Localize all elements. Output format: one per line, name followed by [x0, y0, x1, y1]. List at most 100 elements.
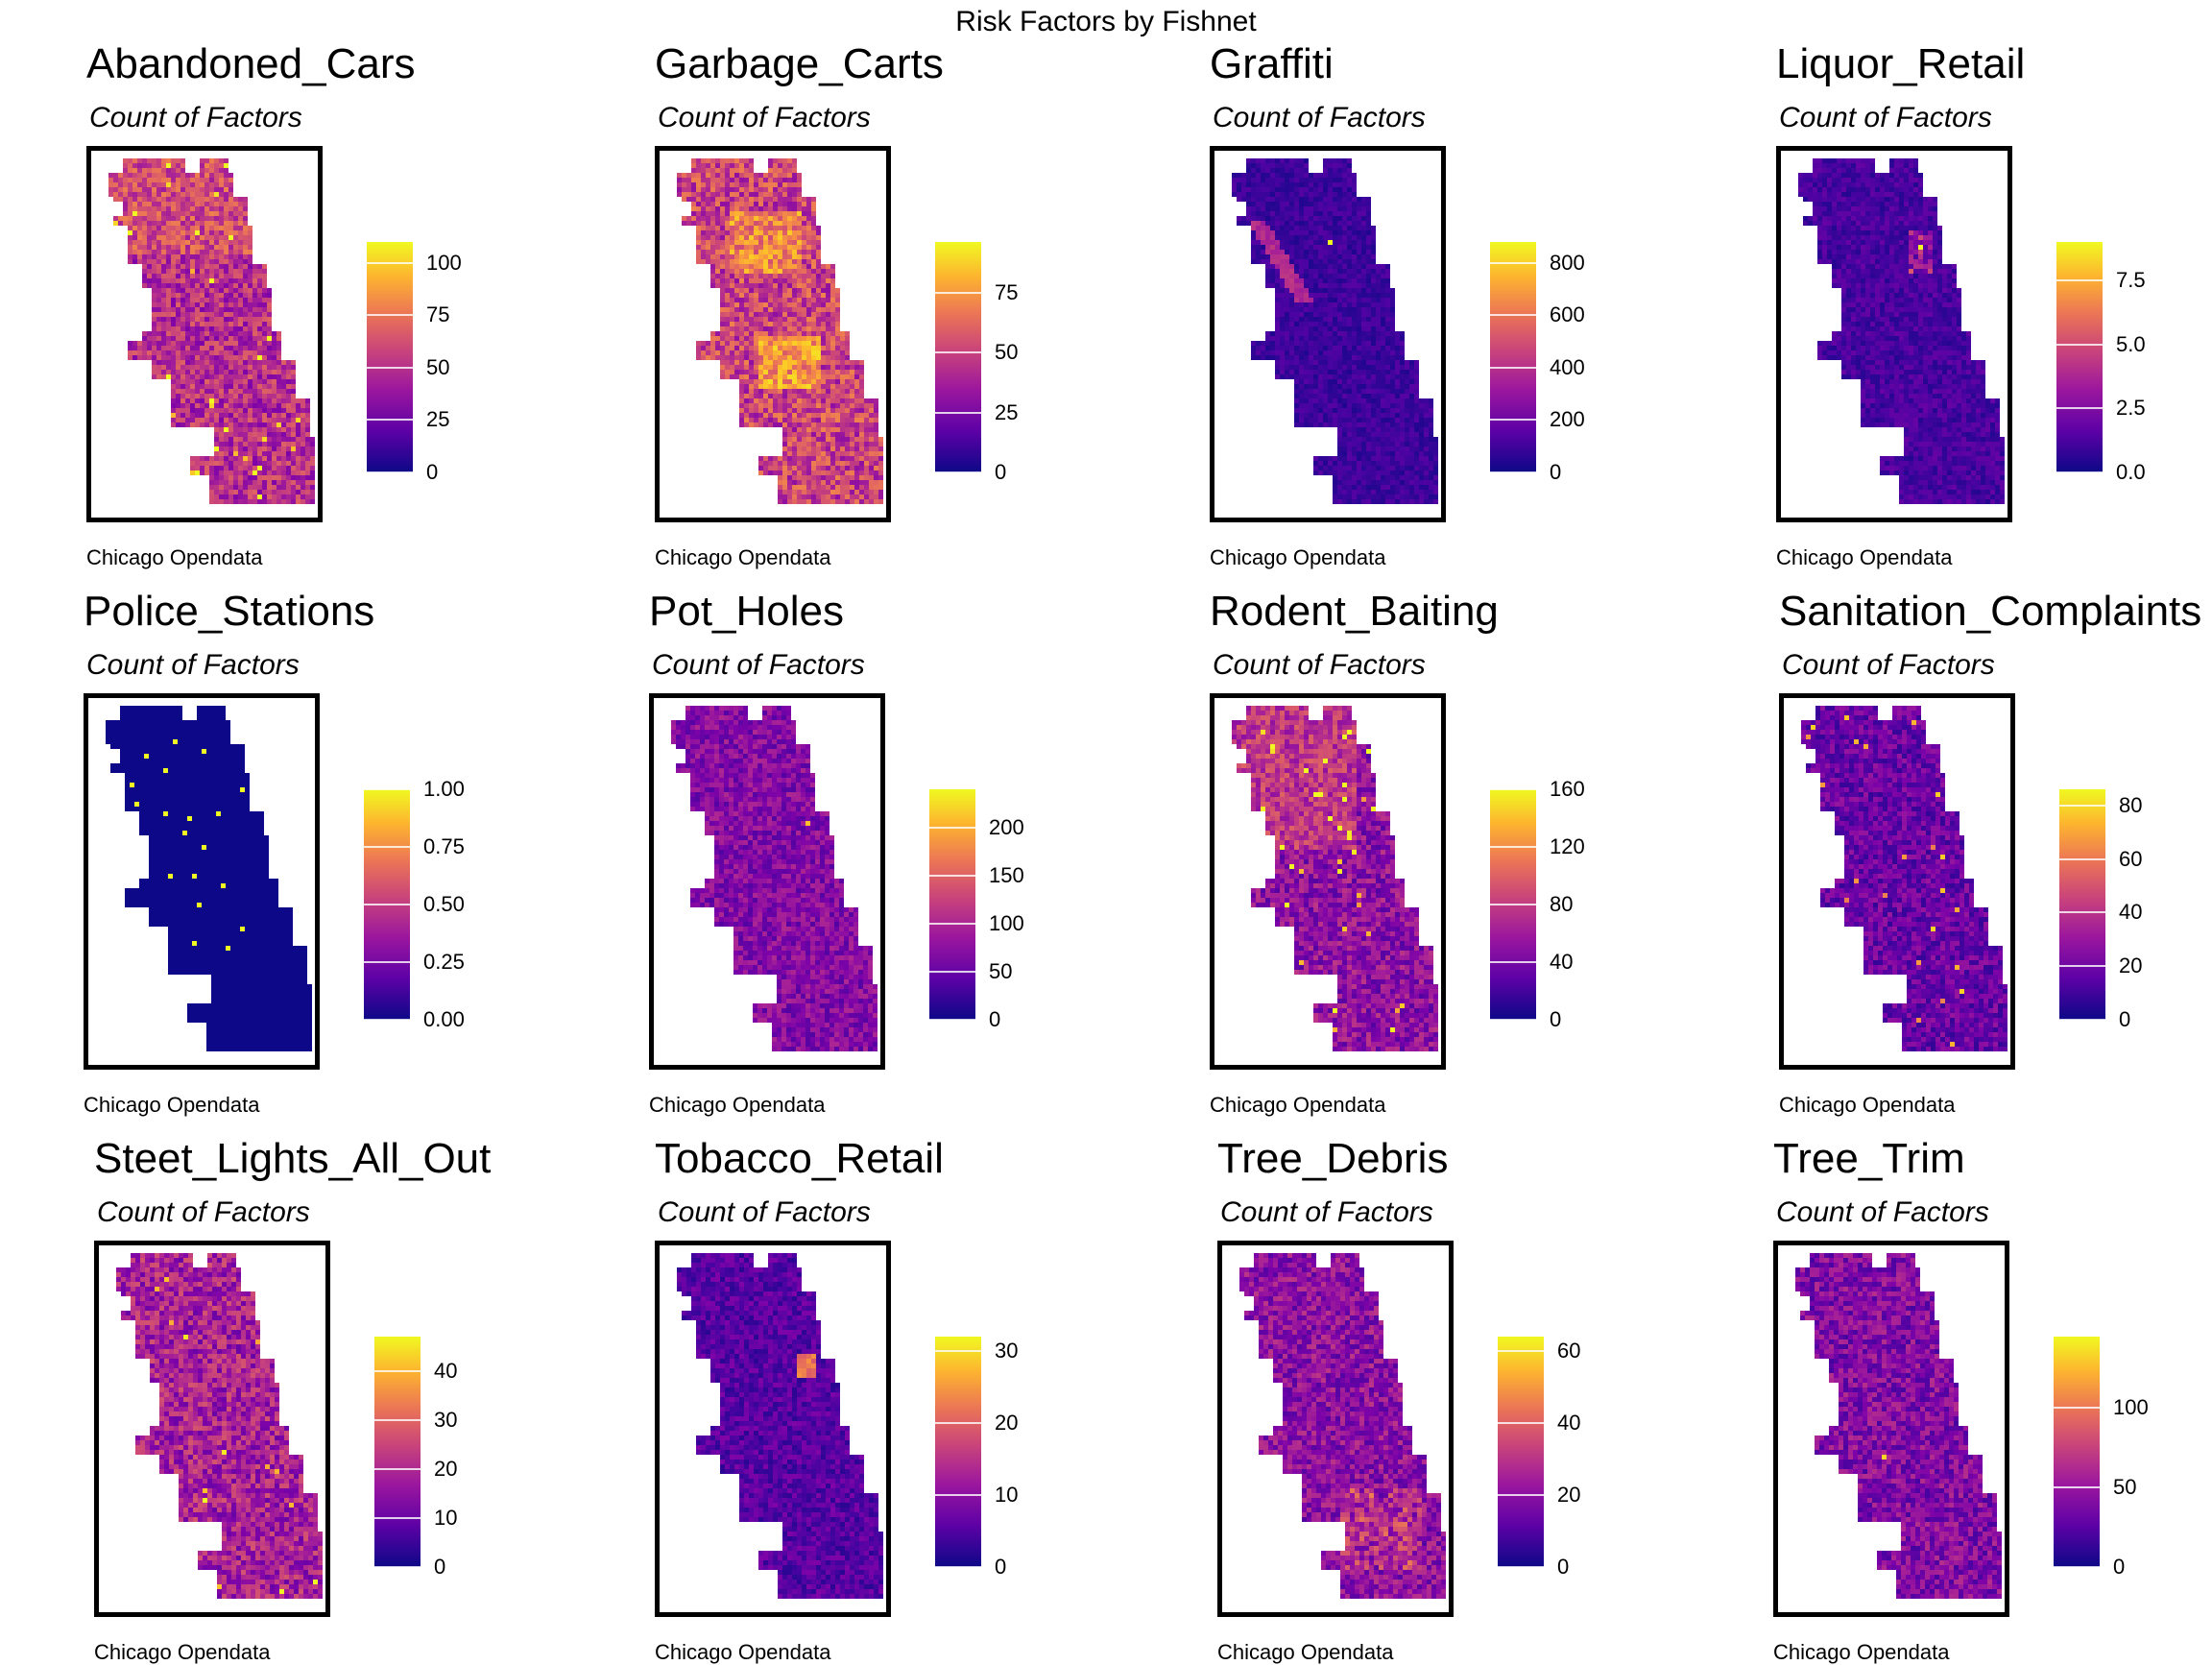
- fishnet-cell: [1275, 168, 1280, 173]
- fishnet-cell: [248, 288, 252, 293]
- fishnet-cell: [166, 302, 171, 307]
- fishnet-cell: [749, 298, 754, 302]
- fishnet-cell: [1309, 302, 1313, 307]
- fishnet-cell: [209, 374, 214, 379]
- fishnet-cell: [720, 240, 725, 245]
- panel-title: Garbage_Carts: [655, 40, 944, 88]
- fishnet-cell: [1361, 202, 1366, 206]
- fishnet-cell: [830, 437, 835, 442]
- fishnet-cell: [214, 466, 219, 471]
- fishnet-cell: [1366, 374, 1371, 379]
- fishnet-cell: [1376, 307, 1381, 312]
- fishnet-cell: [219, 274, 224, 278]
- fishnet-cell: [1309, 312, 1313, 317]
- fishnet-cell: [238, 422, 243, 427]
- fishnet-cell: [864, 437, 869, 442]
- fishnet-cell: [137, 192, 142, 197]
- fishnet-cell: [156, 173, 161, 178]
- fishnet-cell: [156, 250, 161, 254]
- fishnet-cell: [830, 432, 835, 437]
- fishnet-cell: [792, 379, 797, 384]
- fishnet-cell: [180, 259, 185, 264]
- fishnet-cell: [190, 379, 195, 384]
- fishnet-cell: [806, 418, 811, 422]
- fishnet-cell: [758, 456, 763, 461]
- fishnet-cell: [701, 230, 706, 235]
- fishnet-cell: [830, 471, 835, 475]
- fishnet-cell: [291, 499, 296, 504]
- fishnet-cell: [1280, 211, 1285, 216]
- fishnet-cell: [715, 206, 720, 211]
- fishnet-cell: [228, 278, 233, 283]
- fishnet-cell: [792, 384, 797, 389]
- fishnet-cell: [749, 216, 754, 221]
- fishnet-cell: [802, 312, 806, 317]
- fishnet-cell: [204, 461, 209, 466]
- fishnet-cell: [744, 403, 749, 408]
- fishnet-cell: [171, 168, 176, 173]
- fishnet-cell: [802, 221, 806, 226]
- fishnet-cell: [209, 418, 214, 422]
- fishnet-cell: [190, 384, 195, 389]
- fishnet-cell: [821, 408, 826, 413]
- fishnet-cell: [859, 398, 864, 403]
- fishnet-cell: [797, 312, 802, 317]
- fishnet-cell: [1409, 379, 1414, 384]
- fishnet-cell: [204, 158, 209, 163]
- fishnet-cell: [200, 230, 204, 235]
- fishnet-cell: [128, 206, 132, 211]
- fishnet-cell: [1251, 197, 1256, 202]
- fishnet-cell: [1352, 365, 1357, 370]
- fishnet-cell: [185, 283, 190, 288]
- fishnet-cell: [228, 235, 233, 240]
- fishnet-cell: [1342, 360, 1347, 365]
- fishnet-cell: [758, 403, 763, 408]
- fishnet-cell: [185, 278, 190, 283]
- fishnet-cell: [262, 307, 267, 312]
- fishnet-cell: [811, 490, 816, 495]
- fishnet-cell: [1357, 374, 1361, 379]
- fishnet-cell: [252, 379, 257, 384]
- fishnet-cell: [758, 221, 763, 226]
- fishnet-cell: [219, 437, 224, 442]
- fishnet-cell: [267, 307, 272, 312]
- fishnet-cell: [806, 206, 811, 211]
- fishnet-cell: [854, 490, 859, 495]
- fishnet-cell: [792, 254, 797, 259]
- fishnet-cell: [1352, 355, 1357, 360]
- fishnet-cell: [243, 206, 248, 211]
- fishnet-cell: [763, 240, 768, 245]
- fishnet-cell: [257, 480, 262, 485]
- fishnet-cell: [739, 173, 744, 178]
- fishnet-cell: [262, 274, 267, 278]
- fishnet-cell: [1309, 298, 1313, 302]
- fishnet-cell: [802, 437, 806, 442]
- fishnet-cell: [243, 336, 248, 341]
- fishnet-cell: [878, 442, 883, 446]
- fishnet-cell: [778, 322, 782, 326]
- fishnet-cell: [797, 466, 802, 471]
- fishnet-cell: [749, 168, 754, 173]
- fishnet-cell: [161, 331, 166, 336]
- fishnet-cell: [1342, 346, 1347, 350]
- fishnet-cell: [1385, 302, 1390, 307]
- fishnet-cell: [1289, 336, 1294, 341]
- fishnet-cell: [156, 312, 161, 317]
- fishnet-cell: [257, 302, 262, 307]
- fishnet-cell: [1347, 317, 1352, 322]
- fishnet-cell: [778, 259, 782, 264]
- fishnet-cell: [816, 322, 821, 326]
- fishnet-cell: [1342, 192, 1347, 197]
- fishnet-cell: [1361, 379, 1366, 384]
- fishnet-cell: [180, 398, 185, 403]
- fishnet-cell: [1261, 187, 1265, 192]
- fishnet-cell: [1294, 173, 1299, 178]
- fishnet-cell: [152, 317, 156, 322]
- fishnet-cell: [1241, 187, 1246, 192]
- fishnet-cell: [233, 485, 238, 490]
- fishnet-cell: [190, 274, 195, 278]
- fishnet-cell: [758, 326, 763, 331]
- fishnet-cell: [811, 226, 816, 230]
- fishnet-cell: [296, 490, 301, 495]
